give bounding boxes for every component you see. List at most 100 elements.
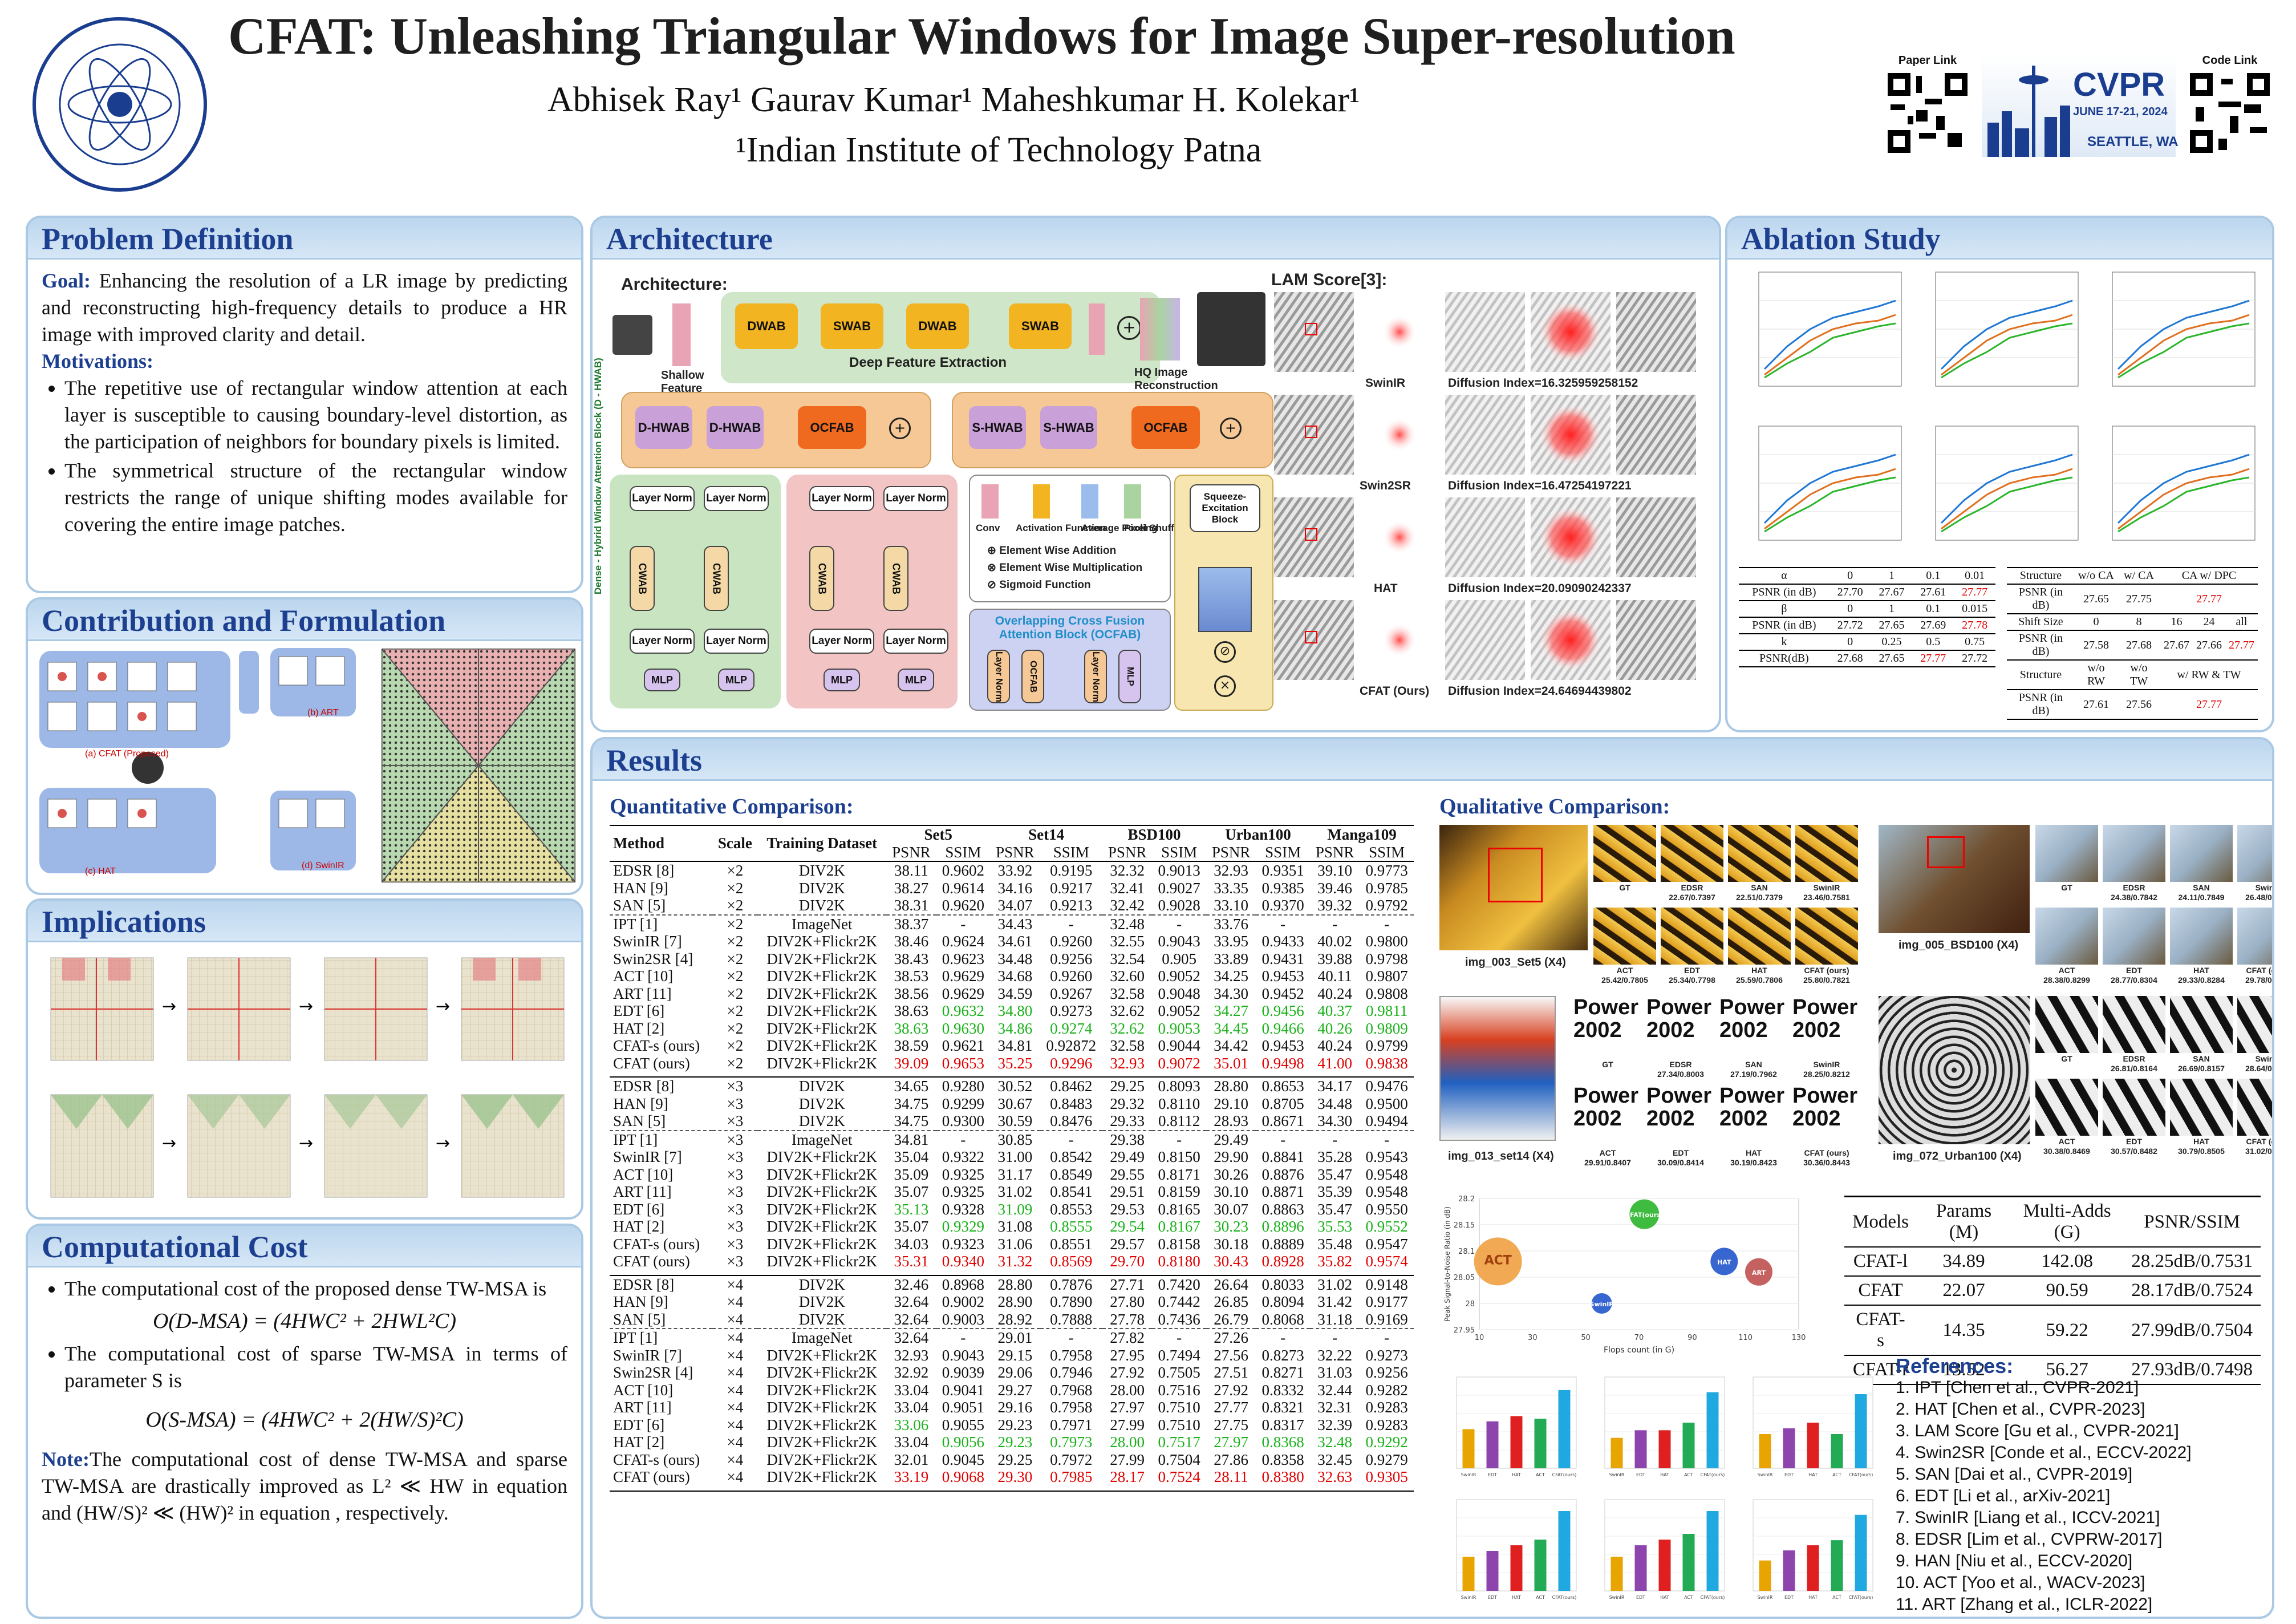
table-row: IPT [1] ×4 ImageNet 32.64-29.01-27.82-27.26… xyxy=(610,1329,1414,1347)
lam-row-diffusion: Diffusion Index=16.325959258152 xyxy=(1448,376,1638,390)
cwab-block: CWAB xyxy=(883,546,908,611)
results-title: Results xyxy=(606,743,703,777)
reference-item: 11. ART [Zhang et al., ICLR-2022] xyxy=(1896,1595,2153,1614)
table-row: EDSR [8] ×2 DIV2K 38.11 0.9602 33.92 0.9195 32.… xyxy=(610,861,1414,880)
bar-category-label: SwinIR xyxy=(1609,1595,1625,1600)
crop-thumbnail xyxy=(2170,825,2233,882)
psnr-bar-chart: SwinIR EDT HAT ACT CFAT(ours) xyxy=(1456,1376,1577,1477)
deep-feature-label: Deep Feature Extraction xyxy=(849,355,1007,370)
paper-qr-icon[interactable] xyxy=(1885,70,1970,156)
scatter-point xyxy=(1591,1293,1612,1314)
feature-stack xyxy=(1198,567,1252,632)
bar-category-label: ACT xyxy=(1832,1472,1841,1477)
mlp-block: MLP xyxy=(824,669,860,691)
crop-label: EDT 30.57/0.8482 xyxy=(2111,1137,2157,1156)
swinir-label: (d) SwinIR xyxy=(302,861,344,870)
cwab-block: CWAB xyxy=(809,546,834,611)
ocfab-inner-block: OCFAB xyxy=(1021,650,1044,703)
crop-label: HAT 25.59/0.7806 xyxy=(1736,966,1783,985)
table-row: CFAT-s (ours) ×2 DIV2K+Flickr2K 38.59 0.9621… xyxy=(613,1037,1408,1054)
hq-reconstruction xyxy=(1140,298,1180,361)
references: References: 1. IPT [Chen et al., CVPR-20… xyxy=(1896,1355,2261,1615)
reference-item: 10. ACT [Yoo et al., WACV-2023] xyxy=(1896,1573,2145,1592)
layer-norm-block: Layer Norm xyxy=(630,629,695,654)
layer-norm-block: Layer Norm xyxy=(1084,650,1107,703)
reference-item: 2. HAT [Chen et al., CVPR-2023] xyxy=(1896,1400,2145,1419)
bar xyxy=(1706,1511,1719,1591)
layer-norm-block: Layer Norm xyxy=(704,629,769,654)
table-row: SAN [5] ×4 DIV2K 32.64 0.9003 28.92 0.7888 27.7… xyxy=(613,1310,1408,1328)
legend-sigmoid: ⊘ Sigmoid Function xyxy=(987,579,1091,591)
element-add-icon: + xyxy=(1117,316,1141,340)
ablation-panel: Ablation Study α 0 1 0.1 0.01 PSNR (in dB) 27… xyxy=(1725,216,2274,732)
psnr-bar-chart: SwinIR EDT HAT ACT CFAT(ours) xyxy=(1753,1376,1873,1477)
crop-label: SAN 24.11/0.7849 xyxy=(2178,883,2225,902)
point-label: CFAT(ours) xyxy=(1625,1212,1664,1219)
table-row: IPT [1] ×3 ImageNet 34.81-30.85-29.38-29.49… xyxy=(610,1130,1414,1149)
bar-category-label: HAT xyxy=(1512,1472,1521,1477)
table-row: SAN [5] ×2 DIV2K 38.31 0.9620 34.07 0.9213 32.4… xyxy=(613,897,1408,914)
layer-norm-block: Layer Norm xyxy=(883,629,948,654)
table-row: HAT [2] ×2 DIV2K+Flickr2K 38.63 0.9630 34.86 0… xyxy=(613,1019,1408,1037)
lam-label: LAM Score[3]: xyxy=(1271,270,1388,289)
bar xyxy=(1831,1434,1843,1468)
crop-label: EDT 28.77/0.8304 xyxy=(2111,966,2157,985)
conv-icon xyxy=(981,484,999,519)
cvpr-text: CVPR xyxy=(2073,66,2165,103)
table-row: ART [11] ×4 DIV2K+Flickr2K 33.04 0.9051 29.16… xyxy=(613,1399,1408,1416)
y-tick-label: 28.1 xyxy=(1458,1248,1475,1256)
reference-item: 7. SwinIR [Liang et al., ICCV-2021] xyxy=(1896,1508,2160,1527)
bar-category-label: HAT xyxy=(1660,1472,1669,1477)
crop-thumbnail xyxy=(2170,908,2233,965)
reference-item: 9. HAN [Niu et al., ECCV-2020] xyxy=(1896,1552,2133,1570)
crop-label: CFAT (ours)31.02/0.8544 xyxy=(2245,1137,2274,1156)
window-comparison-figure xyxy=(39,651,259,873)
note-label: Note: xyxy=(42,1448,90,1471)
lam-row-diffusion: Diffusion Index=16.47254197221 xyxy=(1448,479,1632,492)
bsd100-image xyxy=(1879,825,2030,933)
bar-category-label: SwinIR xyxy=(1609,1472,1625,1477)
bar xyxy=(1759,1560,1771,1591)
crop-thumbnail xyxy=(2103,825,2165,882)
table-row: EDT [6] ×3 DIV2K+Flickr2K 35.13 0.9328 31.09 0… xyxy=(613,1200,1408,1218)
ocfab-block: OCFAB xyxy=(1131,406,1200,449)
cfat-label: (a) CFAT (Proposed) xyxy=(85,749,169,759)
poster-title: CFAT: Unleashing Triangular Windows for … xyxy=(228,7,1735,65)
lam-row-name: CFAT (Ours) xyxy=(1360,685,1430,698)
shwab-block: S-HWAB xyxy=(1040,406,1097,449)
table-row: EDT [6] ×4 DIV2K+Flickr2K 33.06 0.9055 29.23 0… xyxy=(613,1416,1408,1433)
bar-category-label: CFAT(ours) xyxy=(1701,1595,1725,1600)
shwab-block: S-HWAB xyxy=(969,406,1026,449)
point-label: ACT xyxy=(1484,1253,1512,1267)
svg-text:→: → xyxy=(299,997,313,1016)
art-figure xyxy=(270,648,356,716)
code-qr-icon[interactable] xyxy=(2187,70,2273,156)
x-tick-label: 10 xyxy=(1475,1334,1484,1342)
qual-img-label: img_003_Set5 (X4) xyxy=(1465,956,1566,969)
architecture-title: Architecture xyxy=(606,222,773,256)
table-row: IPT [1] ×2 ImageNet 38.37-34.43-32.48-33.76… xyxy=(610,914,1414,933)
table-row: Swin2SR [4] ×4 DIV2K+Flickr2K 32.92 0.9039 29… xyxy=(613,1364,1408,1381)
crop-thumbnail xyxy=(2170,996,2233,1053)
motivations-label: Motivations: xyxy=(42,350,153,372)
crop-label: SwinIR 28.25/0.8212 xyxy=(1803,1060,1850,1079)
swinir-figure xyxy=(270,791,356,870)
y-tick-label: 28 xyxy=(1465,1300,1475,1309)
bar xyxy=(1462,1557,1475,1591)
psnr-bar-chart: SwinIR EDT HAT ACT CFAT(ours) xyxy=(1604,1376,1725,1477)
equation-smsa: O(S-MSA) = (4HWC² + 2(HW/S)²C) xyxy=(145,1408,464,1432)
crop-label: ACT 25.42/0.7805 xyxy=(1601,966,1648,985)
note-text: The computational cost of dense TW-MSA a… xyxy=(42,1448,567,1524)
psnr-bar-chart: SwinIR EDT HAT ACT CFAT(ours) xyxy=(1604,1499,1725,1600)
bar-category-label: EDT xyxy=(1784,1595,1794,1600)
crop-thumbnail xyxy=(1593,908,1656,965)
crop-label: SwinIR 23.46/0.7581 xyxy=(1803,883,1850,902)
crop-thumbnail: Power 2002 xyxy=(1573,996,1642,1059)
y-tick-label: 27.95 xyxy=(1454,1326,1475,1335)
bar xyxy=(1658,1540,1671,1591)
x-axis-label: Flops count (in G) xyxy=(1604,1346,1674,1355)
crop-thumbnail xyxy=(2035,908,2098,965)
reference-item: 5. SAN [Dai et al., CVPR-2019] xyxy=(1896,1465,2133,1484)
butterfly-image xyxy=(1439,825,1588,950)
